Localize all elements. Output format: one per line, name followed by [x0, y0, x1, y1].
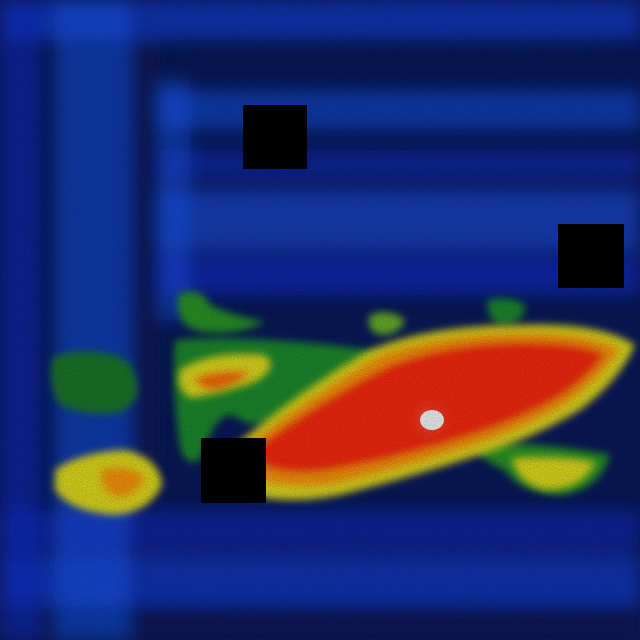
occlusion-patch: [243, 105, 307, 169]
occlusion-patch: [558, 224, 624, 288]
occlusion-patch: [201, 438, 266, 503]
